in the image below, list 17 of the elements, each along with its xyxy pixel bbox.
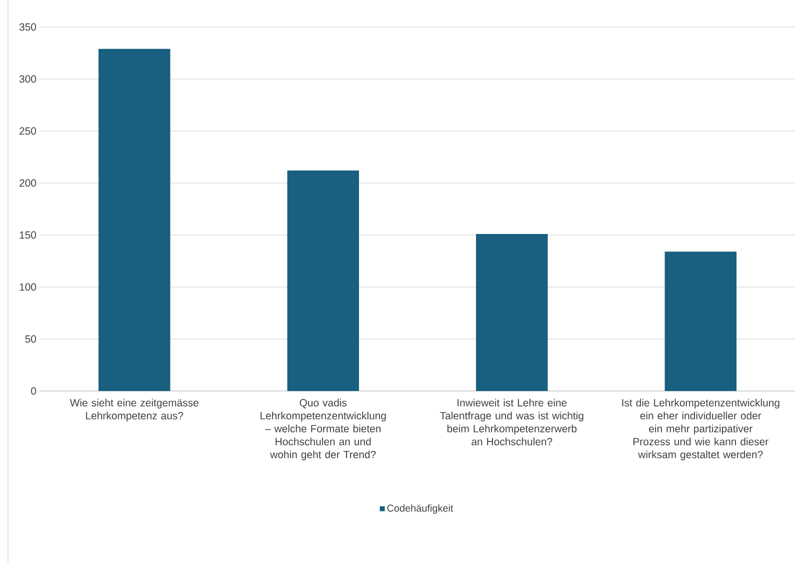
y-tick-label: 0 — [31, 387, 36, 395]
y-tick-label: 100 — [20, 283, 36, 291]
y-tick-label: 150 — [20, 231, 36, 239]
x-tick-label: Wie sieht eine zeitgemässe Lehrkompetenz aus? — [70, 398, 198, 422]
y-tick-label: 200 — [20, 179, 36, 187]
x-tick-label: Quo vadis Lehrkompetenzentwicklung – welche Formate bieten Hochschulen an und wohin geht der Trend? — [260, 398, 386, 460]
y-tick-label: 250 — [20, 127, 36, 135]
y-tick-label: 50 — [25, 335, 36, 343]
bar — [664, 252, 736, 391]
bar — [287, 170, 359, 391]
bar — [98, 48, 170, 391]
y-tick-label: 350 — [19, 23, 36, 31]
y-tick-label: 300 — [19, 75, 36, 83]
x-tick-label: Inwieweit ist Lehre eine Talentfrage und was ist wichtig beim Lehrkompetenzerwerb an Hochschulen? — [440, 398, 584, 446]
legend-label: Codehäufigkeit — [387, 504, 454, 514]
bar — [476, 234, 548, 391]
x-tick-label: Ist die Lehrkompetenzentwicklung ein eher individueller oder ein mehr partizipativer Prozess und wie kann dieser wirksam gestaltet werden? — [622, 398, 780, 460]
